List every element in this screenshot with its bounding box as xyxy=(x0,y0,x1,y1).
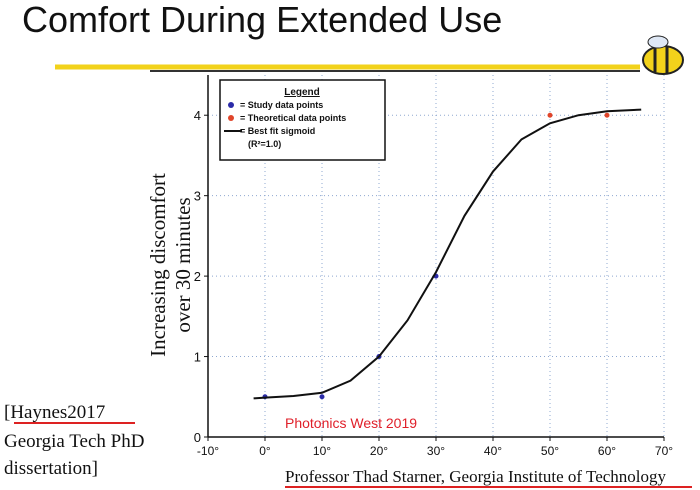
legend-label: = Study data points xyxy=(240,100,323,110)
data-point xyxy=(547,112,553,118)
x-tick-label: 60° xyxy=(598,444,616,458)
fit-curve xyxy=(253,108,642,400)
y-tick-label: 2 xyxy=(194,269,201,284)
x-tick-label: 50° xyxy=(541,444,559,458)
bee-logo xyxy=(642,35,684,75)
footer: Professor Thad Starner, Georgia Institut… xyxy=(285,467,667,486)
x-tick-label: 0° xyxy=(259,444,271,458)
y-tick-label: 0 xyxy=(194,430,201,445)
legend-title: Legend xyxy=(284,87,320,98)
legend-swatch xyxy=(228,102,234,108)
citation: Georgia Tech PhD xyxy=(4,431,144,452)
y-tick-label: 3 xyxy=(194,189,201,204)
x-tick-label: 70° xyxy=(655,444,673,458)
legend-label: = Theoretical data points xyxy=(240,113,346,123)
y-axis-label: over 30 minutes xyxy=(171,197,195,332)
legend-note: (R²=1.0) xyxy=(248,139,281,149)
legend-swatch xyxy=(228,115,234,121)
plot: 0 1 2 3 4 -10° 0° 10° 20° 30° 40° 50° 60° 70° Legend = … xyxy=(194,75,673,458)
y-axis-label: Increasing discomfort xyxy=(146,173,170,357)
slide-title: Comfort During Extended Use xyxy=(22,0,502,40)
legend: Legend = Study data points = Theoretical d… xyxy=(219,79,386,161)
legend-label: = Best fit sigmoid xyxy=(240,126,315,136)
event-label: Photonics West 2019 xyxy=(285,415,417,431)
y-tick-label: 4 xyxy=(194,108,201,123)
x-tick-label: 30° xyxy=(427,444,445,458)
x-tick-label: -10° xyxy=(197,444,219,458)
y-tick-label: 1 xyxy=(194,350,201,365)
data-point xyxy=(604,112,610,118)
data-point xyxy=(319,394,325,400)
legend-box xyxy=(219,79,386,161)
x-tick-label: 10° xyxy=(313,444,331,458)
citation: dissertation] xyxy=(4,458,98,479)
x-tick-label: 40° xyxy=(484,444,502,458)
x-tick-label: 20° xyxy=(370,444,388,458)
citation: [Haynes2017 xyxy=(4,402,105,423)
